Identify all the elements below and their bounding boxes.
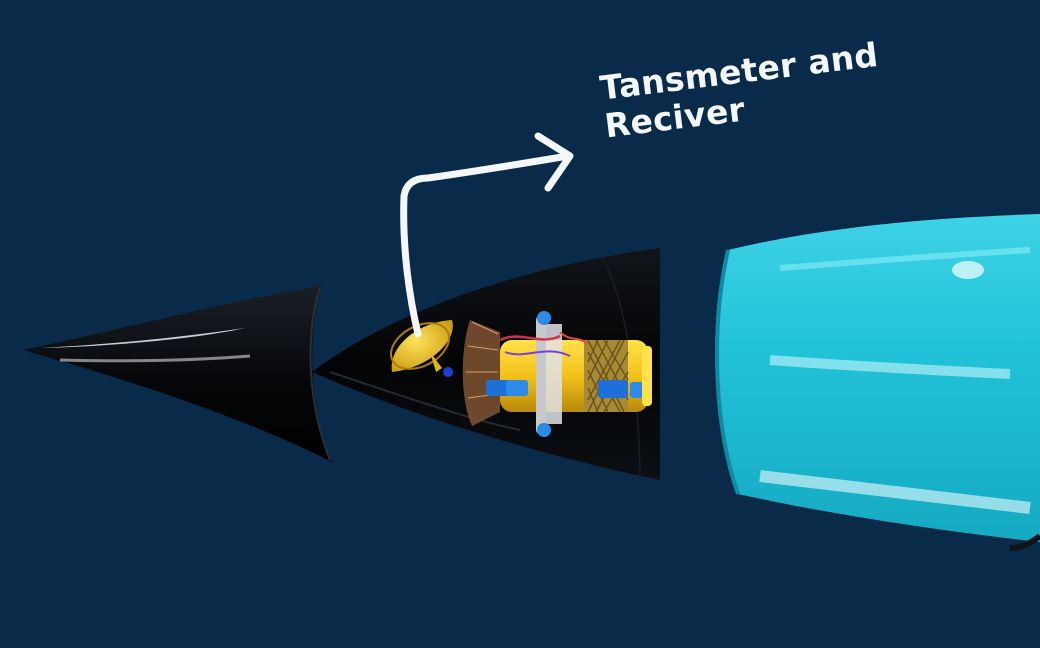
nose-tip — [22, 286, 332, 462]
fairing-section — [715, 214, 1040, 551]
payload-module — [462, 311, 652, 437]
satellite-dish-icon — [390, 320, 453, 377]
hand-drawn-arrow-icon — [400, 132, 574, 338]
